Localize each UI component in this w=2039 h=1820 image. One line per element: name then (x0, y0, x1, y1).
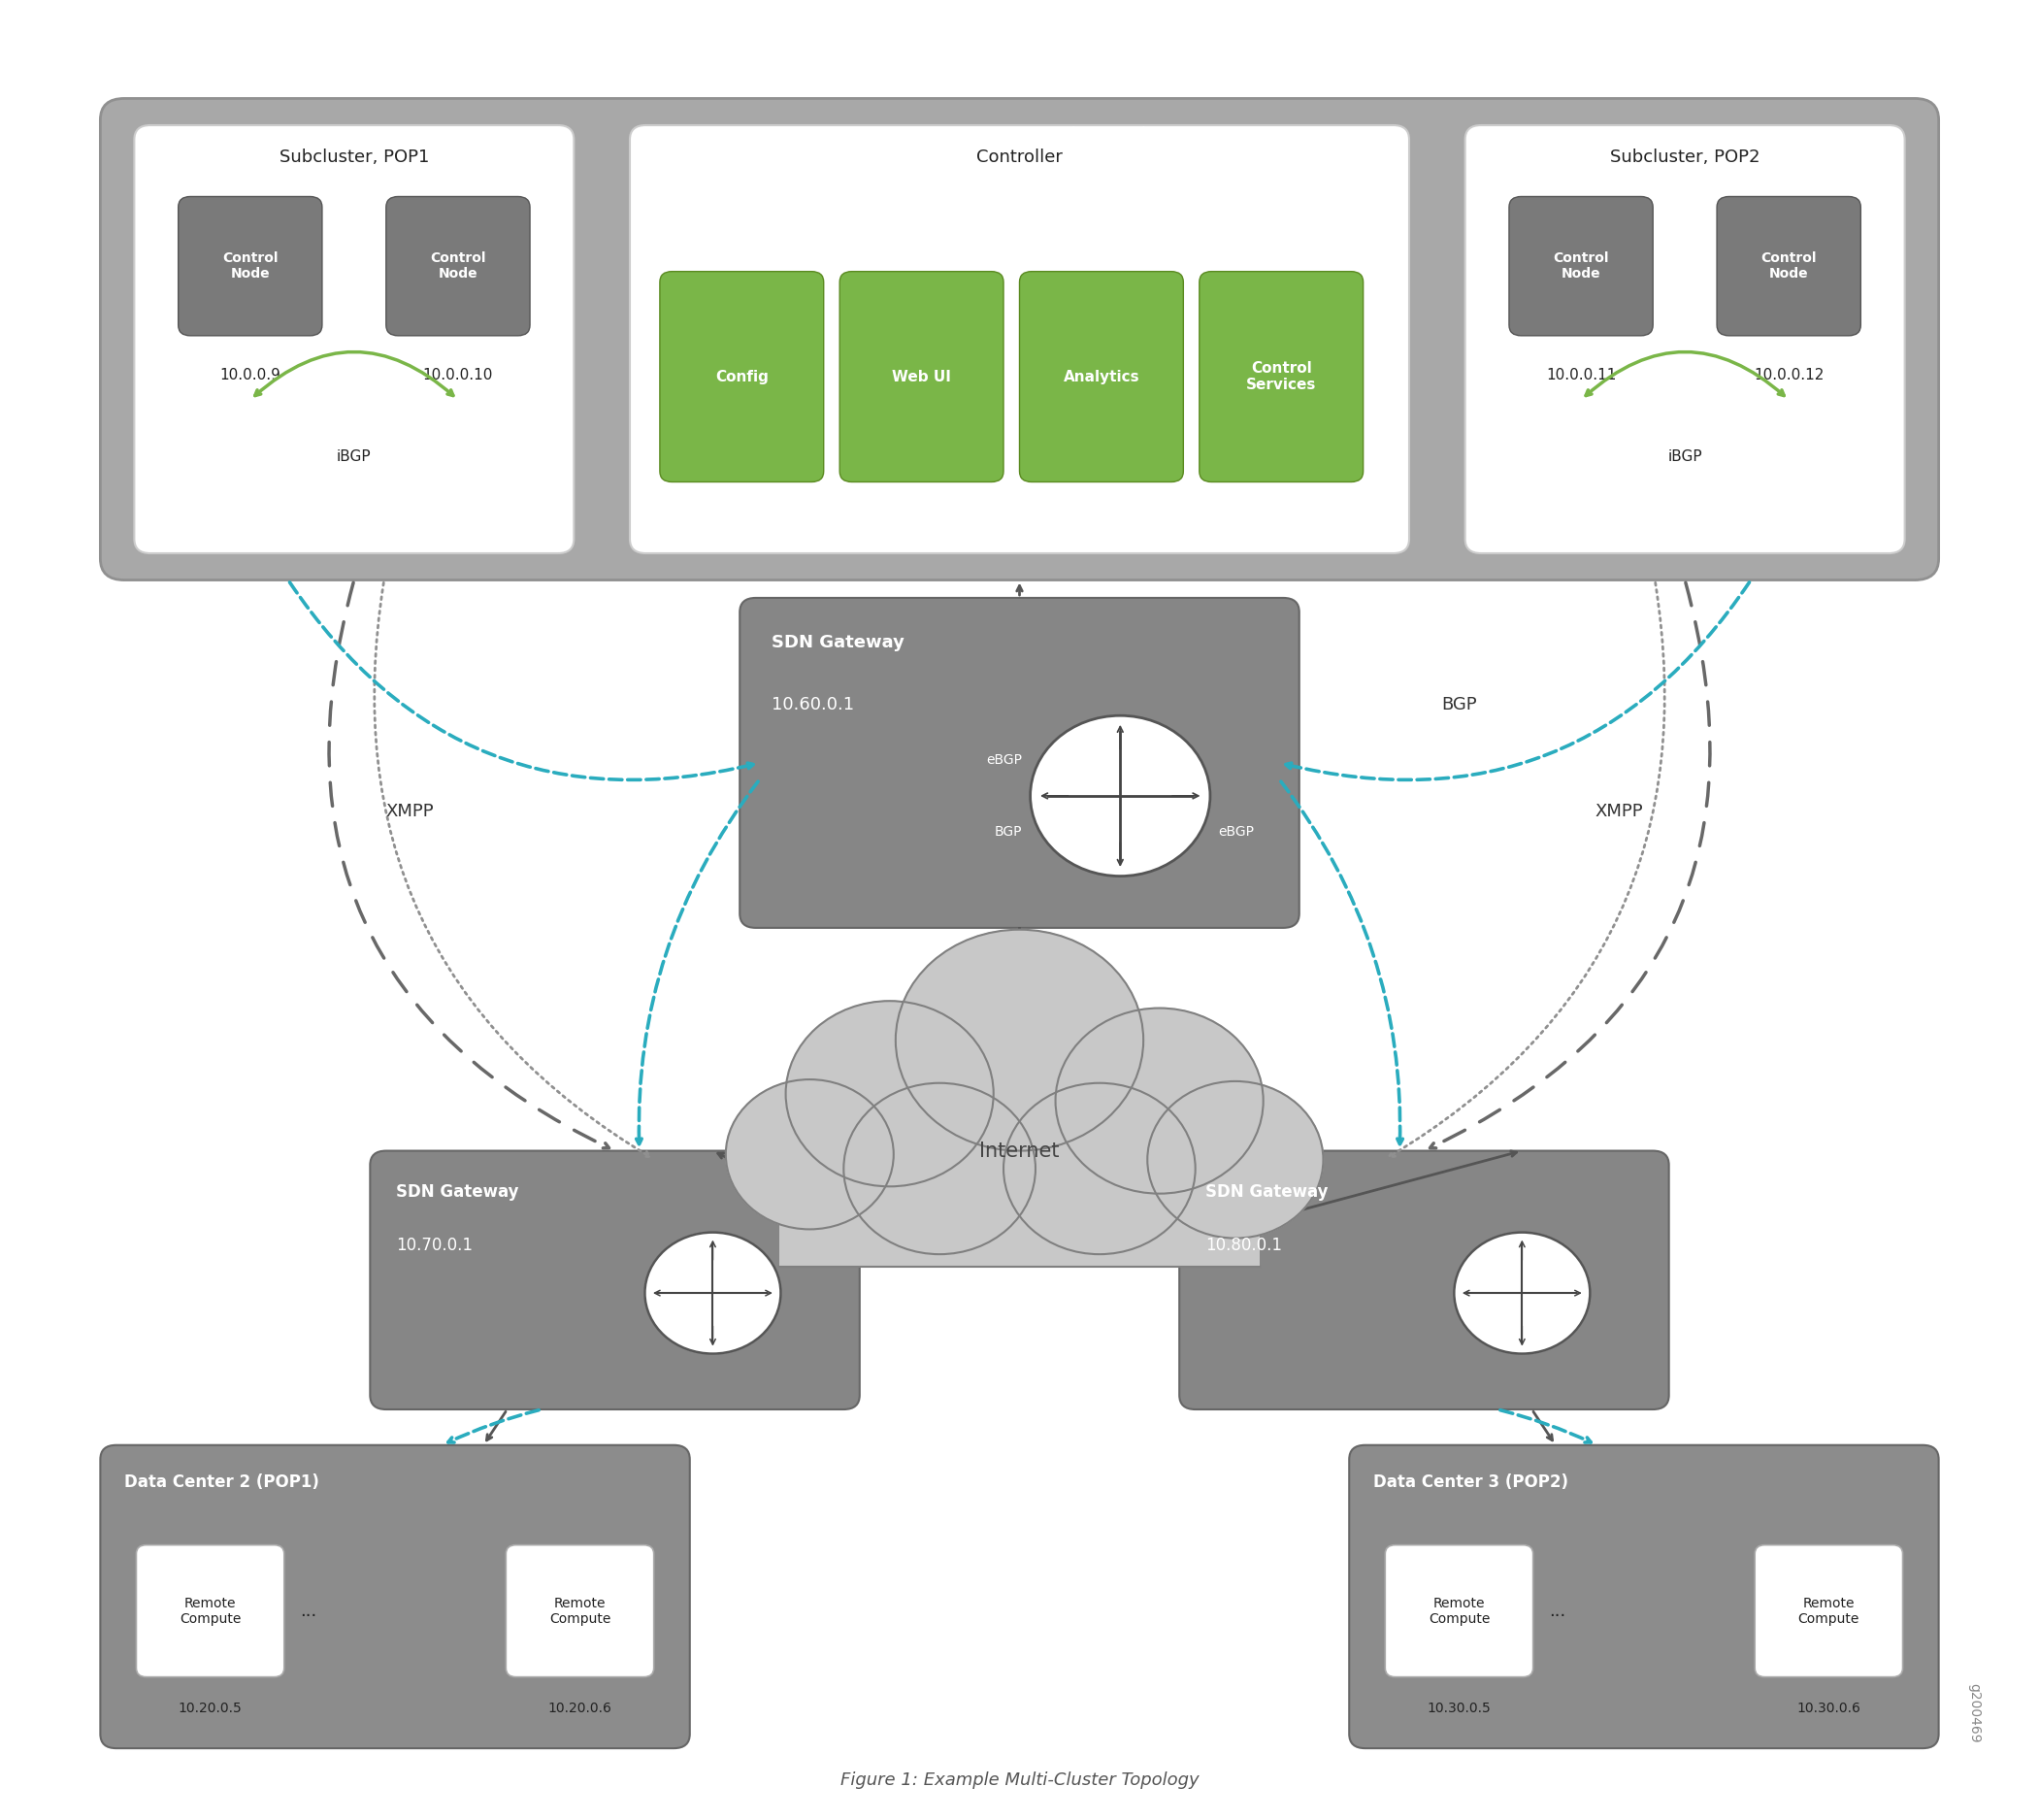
Text: Control
Services: Control Services (1246, 360, 1317, 393)
FancyBboxPatch shape (779, 1150, 1260, 1267)
Circle shape (726, 1079, 893, 1229)
Text: Control
Node: Control Node (1554, 251, 1609, 280)
FancyBboxPatch shape (1756, 1545, 1902, 1676)
Text: Web UI: Web UI (891, 369, 950, 384)
Text: XMPP: XMPP (1594, 803, 1643, 821)
FancyBboxPatch shape (137, 1545, 283, 1676)
Text: Remote
Compute: Remote Compute (548, 1596, 610, 1625)
Text: Remote
Compute: Remote Compute (1429, 1596, 1491, 1625)
Circle shape (1056, 1008, 1264, 1194)
Text: Analytics: Analytics (1062, 369, 1140, 384)
FancyBboxPatch shape (1179, 1150, 1668, 1409)
FancyBboxPatch shape (1350, 1445, 1939, 1749)
FancyBboxPatch shape (840, 271, 1003, 482)
Circle shape (1454, 1232, 1590, 1354)
Circle shape (1148, 1081, 1323, 1238)
Text: 10.30.0.6: 10.30.0.6 (1796, 1702, 1862, 1716)
FancyBboxPatch shape (100, 1445, 689, 1749)
FancyBboxPatch shape (661, 271, 824, 482)
Text: BGP: BGP (995, 824, 1022, 839)
Circle shape (785, 1001, 993, 1187)
FancyBboxPatch shape (1717, 197, 1862, 335)
Circle shape (895, 930, 1144, 1150)
FancyBboxPatch shape (177, 197, 322, 335)
FancyBboxPatch shape (740, 597, 1299, 928)
Text: eBGP: eBGP (1217, 824, 1254, 839)
Text: g200469: g200469 (1968, 1684, 1982, 1742)
FancyBboxPatch shape (369, 1150, 860, 1409)
Text: 10.0.0.10: 10.0.0.10 (422, 368, 493, 382)
Text: iBGP: iBGP (336, 450, 371, 464)
Text: Remote
Compute: Remote Compute (1798, 1596, 1860, 1625)
Text: Controller: Controller (977, 149, 1062, 166)
Circle shape (1030, 715, 1209, 875)
FancyBboxPatch shape (1384, 1545, 1533, 1676)
Text: Control
Node: Control Node (222, 251, 277, 280)
Text: BGP: BGP (1442, 695, 1476, 713)
Text: Data Center 1 (POP0): Data Center 1 (POP0) (889, 126, 1150, 149)
Text: SDN Gateway: SDN Gateway (1205, 1183, 1327, 1201)
Text: SDN Gateway: SDN Gateway (771, 633, 905, 652)
FancyBboxPatch shape (506, 1545, 655, 1676)
Circle shape (644, 1232, 781, 1354)
FancyBboxPatch shape (100, 98, 1939, 581)
Text: eBGP: eBGP (987, 753, 1022, 766)
Text: Internet: Internet (979, 1141, 1060, 1161)
Text: 10.60.0.1: 10.60.0.1 (771, 695, 854, 713)
Text: 10.20.0.5: 10.20.0.5 (177, 1702, 243, 1716)
Text: 10.0.0.9: 10.0.0.9 (220, 368, 281, 382)
Text: 10.30.0.5: 10.30.0.5 (1427, 1702, 1491, 1716)
FancyBboxPatch shape (135, 126, 573, 553)
Text: Config: Config (716, 369, 769, 384)
Text: 10.80.0.1: 10.80.0.1 (1205, 1236, 1283, 1254)
Text: 10.70.0.1: 10.70.0.1 (396, 1236, 473, 1254)
Text: XMPP: XMPP (385, 803, 434, 821)
FancyBboxPatch shape (1509, 197, 1654, 335)
Text: Data Center 2 (POP1): Data Center 2 (POP1) (124, 1474, 320, 1491)
Text: 10.20.0.6: 10.20.0.6 (548, 1702, 612, 1716)
Text: 10.0.0.12: 10.0.0.12 (1754, 368, 1825, 382)
Text: Data Center 3 (POP2): Data Center 3 (POP2) (1372, 1474, 1568, 1491)
FancyBboxPatch shape (630, 126, 1409, 553)
Text: Remote
Compute: Remote Compute (179, 1596, 241, 1625)
FancyBboxPatch shape (1020, 271, 1183, 482)
Text: Subcluster, POP1: Subcluster, POP1 (279, 149, 428, 166)
Text: iBGP: iBGP (1668, 450, 1703, 464)
FancyBboxPatch shape (385, 197, 530, 335)
Text: Subcluster, POP2: Subcluster, POP2 (1611, 149, 1760, 166)
Circle shape (1003, 1083, 1195, 1254)
Text: 10.0.0.11: 10.0.0.11 (1546, 368, 1617, 382)
Text: Figure 1: Example Multi-Cluster Topology: Figure 1: Example Multi-Cluster Topology (840, 1773, 1199, 1789)
FancyBboxPatch shape (1466, 126, 1904, 553)
FancyBboxPatch shape (1199, 271, 1364, 482)
Text: Control
Node: Control Node (430, 251, 485, 280)
Text: Control
Node: Control Node (1762, 251, 1817, 280)
Circle shape (844, 1083, 1036, 1254)
Text: SDN Gateway: SDN Gateway (396, 1183, 518, 1201)
Text: ...: ... (300, 1602, 316, 1620)
Text: ...: ... (1550, 1602, 1566, 1620)
